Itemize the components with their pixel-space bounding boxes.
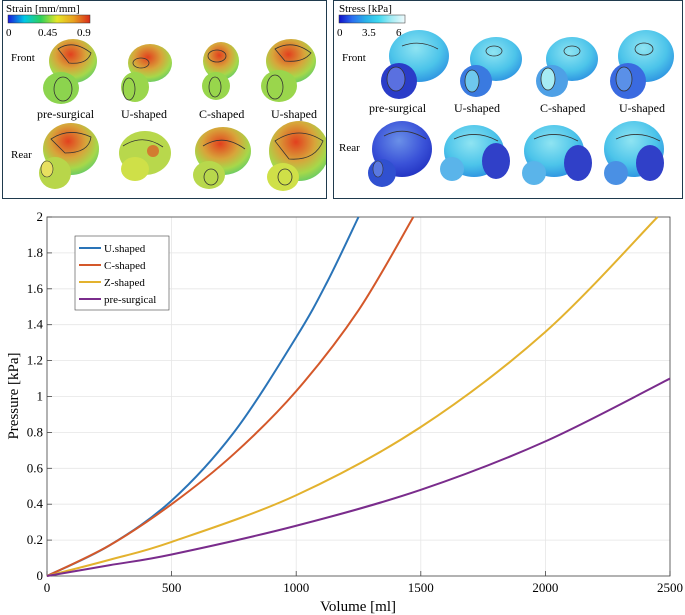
stress-tick-mid: 3.5 — [362, 27, 376, 39]
strain-colorbar-title: Strain [mm/mm] — [6, 3, 80, 15]
stress-colorbar-title: Stress [kPa] — [339, 3, 392, 15]
legend-label-u-shaped: U.shaped — [104, 243, 146, 255]
strain-label-u-shaped-2: U-shaped — [271, 107, 317, 121]
strain-tick-max: 0.9 — [77, 27, 91, 39]
x-tick-label: 2000 — [532, 580, 558, 595]
stress-heart-front-4 — [610, 30, 674, 99]
stress-figure: Stress [kPa] 0 3.5 6 Front Rear — [337, 3, 674, 187]
stress-heart-rear-3 — [522, 125, 592, 185]
stress-heart-rear-2 — [440, 125, 510, 181]
chart-series — [46, 216, 671, 577]
strain-label-u-shaped-1: U-shaped — [121, 107, 167, 121]
strain-heart-rear-2 — [119, 131, 171, 181]
stress-heart-front-3 — [536, 37, 598, 97]
stress-row-front: Front — [342, 52, 366, 64]
strain-heart-rear-1 — [39, 123, 99, 189]
pressure-volume-chart: 0 500 1000 1500 2000 2500 0 0.2 0.4 0.6 0.8 1 1.2 1.4… — [6, 209, 683, 615]
y-tick-label: 1.4 — [27, 317, 44, 332]
y-tick-label: 1.2 — [27, 353, 43, 368]
stress-heart-rear-4 — [604, 121, 664, 185]
strain-heart-front-4 — [261, 39, 316, 102]
y-tick-label: 0 — [37, 568, 44, 583]
y-tick-label: 1.6 — [27, 281, 44, 296]
strain-label-pre-surgical: pre-surgical — [37, 107, 95, 121]
strain-row-rear: Rear — [11, 149, 32, 161]
chart-ticks: 0 500 1000 1500 2000 2500 0 0.2 0.4 0.6 0.8 1 1.2 1.4… — [27, 209, 683, 595]
y-tick-label: 1 — [37, 389, 44, 404]
y-tick-label: 0.6 — [27, 460, 44, 475]
strain-tick-min: 0 — [6, 27, 12, 39]
stress-label-u-shaped-1: U-shaped — [454, 101, 500, 115]
y-tick-label: 0.8 — [27, 424, 43, 439]
stress-heart-front-2 — [460, 37, 522, 97]
chart-grid — [46, 216, 671, 577]
legend-label-z-shaped: Z-shaped — [104, 277, 145, 289]
legend-label-pre-surgical: pre-surgical — [104, 294, 156, 306]
strain-colorbar — [7, 14, 91, 24]
strain-tick-mid: 0.45 — [38, 27, 58, 39]
stress-tick-min: 0 — [337, 27, 343, 39]
chart-legend: U.shaped C-shaped Z-shaped pre-surgical — [74, 235, 170, 311]
stress-heart-front-1 — [381, 30, 449, 99]
strain-heart-rear-3 — [193, 127, 251, 189]
strain-heart-rear-4 — [267, 121, 329, 191]
x-tick-label: 1500 — [408, 580, 434, 595]
stress-label-u-shaped-2: U-shaped — [619, 101, 665, 115]
y-tick-label: 1.8 — [27, 245, 43, 260]
y-tick-label: 0.4 — [27, 496, 44, 511]
stress-colorbar — [338, 14, 406, 24]
x-tick-label: 2500 — [657, 580, 683, 595]
series-line-c-shaped — [46, 216, 415, 577]
strain-heart-front-3 — [202, 42, 239, 100]
series-line-z-shaped — [46, 216, 659, 577]
strain-label-c-shaped: C-shaped — [199, 107, 244, 121]
strain-row-front: Front — [11, 52, 35, 64]
y-axis-label: Pressure [kPa] — [6, 352, 22, 439]
strain-figure: Strain [mm/mm] 0 0.45 0.9 Front Rear — [6, 3, 329, 191]
stress-heart-rear-1 — [368, 121, 432, 187]
x-tick-label: 500 — [162, 580, 182, 595]
x-tick-label: 0 — [44, 580, 51, 595]
strain-panel: Strain [mm/mm] 0 0.45 0.9 Front Rear — [2, 0, 329, 199]
stress-tick-max: 6 — [396, 27, 402, 39]
strain-heart-front-1 — [43, 39, 97, 104]
x-tick-label: 1000 — [283, 580, 309, 595]
y-tick-label: 2 — [37, 209, 44, 224]
strain-heart-front-2 — [121, 44, 172, 102]
y-tick-label: 0.2 — [27, 532, 43, 547]
stress-label-c-shaped: C-shaped — [540, 101, 585, 115]
stress-row-rear: Rear — [339, 142, 360, 154]
stress-label-pre-surgical: pre-surgical — [369, 101, 427, 115]
x-axis-label: Volume [ml] — [320, 599, 396, 615]
series-line-pre-surgical — [46, 377, 671, 577]
stress-panel: Stress [kPa] 0 3.5 6 Front Rear — [333, 0, 683, 199]
legend-label-c-shaped: C-shaped — [104, 260, 146, 272]
